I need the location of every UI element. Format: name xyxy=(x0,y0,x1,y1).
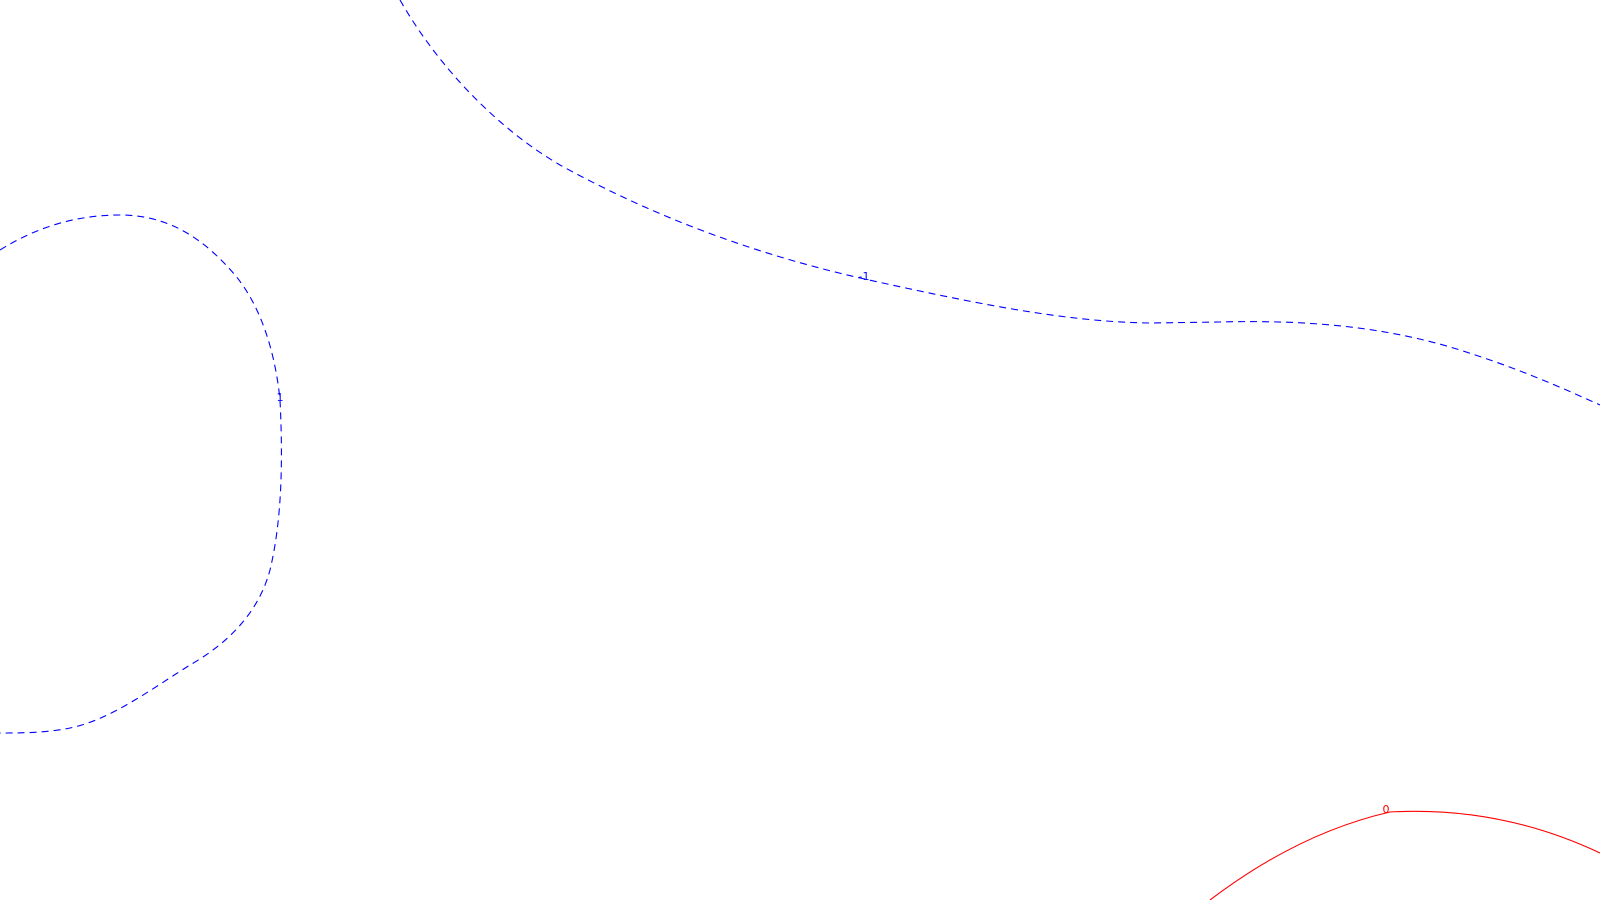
contour-label-1: 1 xyxy=(277,391,284,404)
contour-line-0 xyxy=(1209,810,1600,900)
contour-label-0: 0 xyxy=(1383,803,1390,816)
contour-line-minus-1 xyxy=(399,0,1600,406)
contour-label-minus-1: -1 xyxy=(859,270,870,283)
contour-line-1 xyxy=(0,214,282,734)
